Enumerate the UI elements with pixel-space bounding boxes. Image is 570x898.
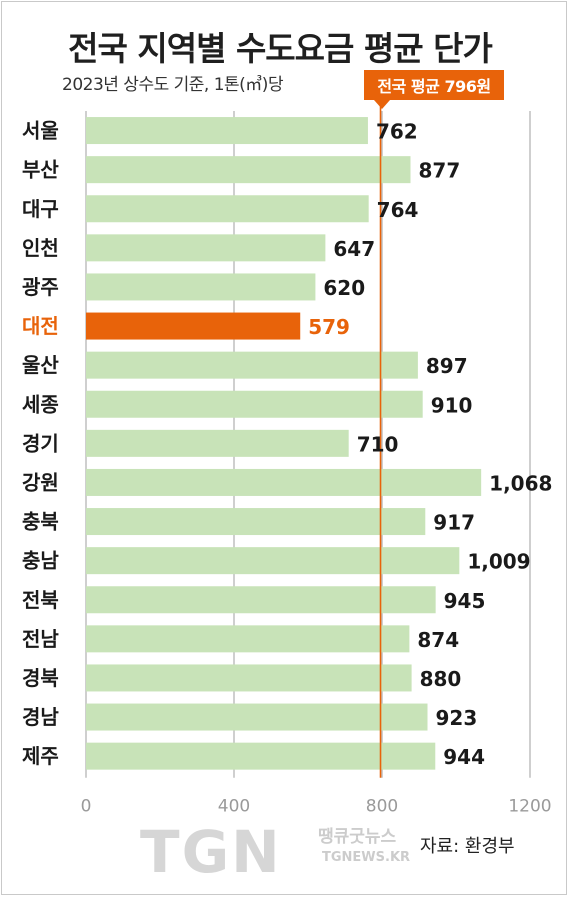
- category-label: 부산: [22, 158, 59, 182]
- bar-1: [86, 156, 411, 184]
- category-label: 서울: [22, 119, 59, 143]
- value-label: 710: [357, 432, 399, 456]
- x-tick-label: 0: [81, 797, 92, 817]
- value-label: 874: [417, 628, 459, 652]
- value-label: 917: [433, 511, 475, 535]
- category-label: 경남: [22, 705, 59, 729]
- value-label: 923: [436, 706, 478, 730]
- bar-2: [86, 195, 369, 223]
- x-tick-label: 1200: [508, 797, 551, 817]
- bar-10: [86, 508, 426, 536]
- category-label: 충북: [22, 510, 59, 534]
- value-label: 764: [377, 198, 419, 222]
- x-tick-label: 400: [218, 797, 250, 817]
- value-label: 620: [323, 276, 365, 300]
- category-label: 제주: [22, 744, 59, 768]
- category-label: 경북: [22, 666, 59, 690]
- average-badge: 전국 평균 796원: [364, 70, 504, 109]
- bar-14: [86, 664, 412, 692]
- value-label: 647: [333, 237, 375, 261]
- bar-15: [86, 703, 428, 731]
- value-label: 1,009: [467, 550, 530, 574]
- category-label: 대전: [22, 314, 59, 338]
- bar-8: [86, 429, 349, 457]
- category-label: 전북: [22, 588, 59, 612]
- category-label: 충남: [22, 549, 59, 573]
- value-label: 897: [426, 354, 468, 378]
- source-note: 자료: 환경부: [420, 836, 515, 857]
- bar-11: [86, 547, 460, 575]
- bar-5: [86, 312, 301, 340]
- category-label: 전남: [22, 627, 59, 651]
- value-label: 579: [308, 315, 350, 339]
- value-label: 877: [418, 159, 460, 183]
- category-label: 경기: [22, 431, 59, 455]
- bar-13: [86, 625, 410, 653]
- category-label: 인천: [22, 236, 59, 260]
- bar-6: [86, 351, 418, 379]
- chart-subtitle: 2023년 상수도 기준, 1톤(㎥)당: [62, 75, 284, 95]
- category-label: 강원: [22, 470, 59, 494]
- value-label: 945: [444, 589, 486, 613]
- chart-title: 전국 지역별 수도요금 평균 단가: [68, 29, 493, 68]
- watermark-url: TGNEWS.KR: [322, 850, 411, 865]
- value-label: 1,068: [489, 471, 552, 495]
- value-label: 762: [376, 120, 418, 144]
- watermark-logo: TGN: [140, 818, 282, 886]
- x-tick-label: 800: [366, 797, 398, 817]
- bar-16: [86, 742, 436, 770]
- bar-4: [86, 273, 316, 301]
- value-label: 880: [420, 667, 462, 691]
- bar-0: [86, 117, 368, 145]
- category-label: 광주: [22, 275, 59, 299]
- category-label: 세종: [22, 392, 59, 416]
- bar-12: [86, 586, 436, 614]
- category-label: 대구: [22, 197, 59, 221]
- bar-9: [86, 468, 482, 496]
- value-label: 910: [431, 393, 473, 417]
- category-label: 울산: [22, 353, 59, 377]
- bar-3: [86, 234, 326, 262]
- bar-7: [86, 390, 423, 418]
- watermark-name: 땡큐굿뉴스: [318, 827, 397, 847]
- value-label: 944: [443, 745, 485, 769]
